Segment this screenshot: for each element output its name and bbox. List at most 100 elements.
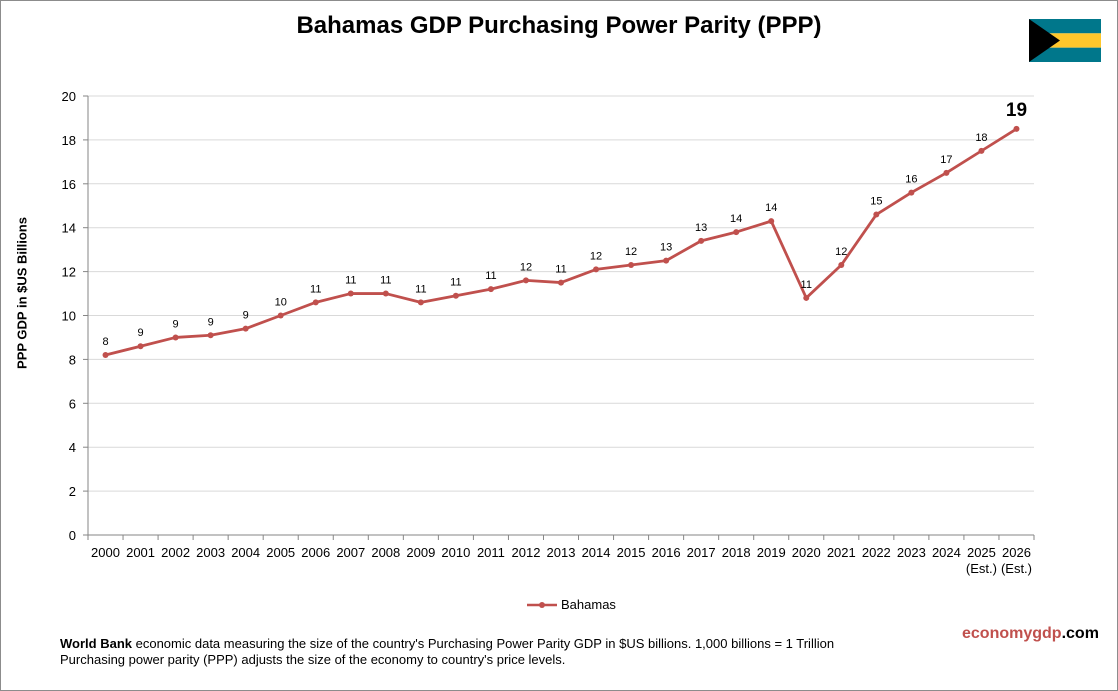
legend-marker — [527, 601, 557, 608]
data-label: 19 — [1006, 100, 1027, 121]
x-tick-label: 2003 — [196, 545, 225, 560]
x-tick-label: 2025 — [967, 545, 996, 560]
flag-stripe-top — [1029, 19, 1101, 34]
footnote-line-2: Purchasing power parity (PPP) adjusts th… — [60, 652, 566, 667]
data-point — [663, 257, 670, 264]
data-label: 11 — [450, 277, 461, 289]
x-tick-label: 2013 — [547, 545, 576, 560]
y-tick-label: 4 — [69, 440, 76, 455]
x-tick-label: 2017 — [687, 545, 716, 560]
y-axis-label: PPP GDP in $US Billions — [14, 217, 30, 369]
data-label: 9 — [243, 310, 249, 322]
data-point — [312, 299, 319, 306]
y-tick-label: 8 — [69, 352, 76, 367]
y-tick-label: 6 — [69, 396, 76, 411]
x-tick-label: 2016 — [652, 545, 681, 560]
footnote-source: World Bank — [60, 636, 132, 651]
data-point — [452, 292, 459, 299]
data-label: 11 — [485, 270, 496, 282]
data-label: 12 — [835, 246, 847, 258]
data-point — [873, 211, 880, 218]
data-label: 12 — [590, 250, 602, 262]
data-point — [277, 312, 284, 319]
x-tick-label: 2006 — [301, 545, 330, 560]
footnote: World Bank economic data measuring the s… — [60, 636, 834, 668]
x-tick-label: 2022 — [862, 545, 891, 560]
x-tick-label: 2024 — [932, 545, 961, 560]
flag-triangle — [1029, 19, 1060, 62]
data-point — [137, 343, 144, 350]
data-point — [242, 325, 249, 332]
data-point — [768, 218, 775, 225]
x-tick-label: 2015 — [617, 545, 646, 560]
data-point — [347, 290, 354, 297]
data-label: 14 — [765, 202, 777, 214]
x-tick-label: 2026 — [1002, 545, 1031, 560]
data-point — [628, 262, 635, 269]
data-point — [733, 229, 740, 236]
x-tick-label: 2000 — [91, 545, 120, 560]
x-tick-label: 2021 — [827, 545, 856, 560]
x-tick-label: 2011 — [477, 545, 505, 560]
y-tick-label: 12 — [62, 265, 76, 280]
x-tick-label: 2010 — [441, 545, 470, 560]
data-label: 12 — [520, 261, 532, 273]
legend-label: Bahamas — [561, 597, 616, 612]
data-label: 9 — [137, 327, 143, 339]
x-tick-sublabel: (Est.) — [1001, 561, 1032, 576]
data-label: 15 — [870, 196, 882, 208]
data-label: 11 — [310, 283, 321, 295]
data-label: 13 — [695, 222, 707, 234]
x-tick-label: 2008 — [371, 545, 400, 560]
x-tick-label: 2019 — [757, 545, 786, 560]
data-label: 13 — [660, 242, 672, 254]
data-point — [1013, 125, 1020, 132]
data-label: 11 — [380, 275, 391, 287]
x-tick-label: 2012 — [512, 545, 541, 560]
y-tick-label: 10 — [62, 309, 76, 324]
data-point — [417, 299, 424, 306]
data-point — [838, 262, 845, 269]
data-point — [943, 169, 950, 176]
brand-part-3: .com — [1061, 625, 1099, 642]
data-point — [172, 334, 179, 341]
data-label: 12 — [625, 246, 637, 258]
data-label: 18 — [975, 132, 987, 144]
chart-title: Bahamas GDP Purchasing Power Parity (PPP… — [296, 12, 822, 39]
x-tick-label: 2005 — [266, 545, 295, 560]
data-label: 16 — [905, 174, 917, 186]
data-point — [382, 290, 389, 297]
data-point — [593, 266, 600, 273]
x-tick-label: 2018 — [722, 545, 751, 560]
y-tick-label: 2 — [69, 484, 76, 499]
legend: Bahamas — [527, 597, 616, 612]
bahamas-flag-icon — [1029, 19, 1101, 62]
data-label: 11 — [345, 275, 356, 287]
x-tick-label: 2009 — [406, 545, 435, 560]
data-label: 11 — [555, 264, 566, 276]
data-label: 9 — [208, 316, 214, 328]
x-tick-label: 2007 — [336, 545, 365, 560]
brand-logo[interactable]: economygdp.com — [962, 625, 1099, 643]
flag-stripe-bottom — [1029, 47, 1101, 62]
data-label: 11 — [801, 279, 812, 291]
data-label: 9 — [173, 318, 179, 330]
data-point — [978, 147, 985, 154]
data-label: 8 — [102, 336, 108, 348]
x-tick-sublabel: (Est.) — [966, 561, 997, 576]
x-tick-label: 2004 — [231, 545, 260, 560]
data-label: 11 — [415, 283, 426, 295]
x-tick-label: 2023 — [897, 545, 926, 560]
data-point — [803, 294, 810, 301]
data-point — [207, 332, 214, 339]
data-point — [487, 286, 494, 293]
data-label: 10 — [275, 297, 287, 309]
brand-part-1: economy — [962, 625, 1033, 642]
y-tick-label: 18 — [62, 133, 76, 148]
data-point — [558, 279, 564, 286]
brand-part-2: gdp — [1032, 625, 1062, 642]
y-tick-label: 20 — [62, 89, 76, 104]
x-tick-label: 2014 — [582, 545, 611, 560]
data-label: 14 — [730, 213, 742, 225]
